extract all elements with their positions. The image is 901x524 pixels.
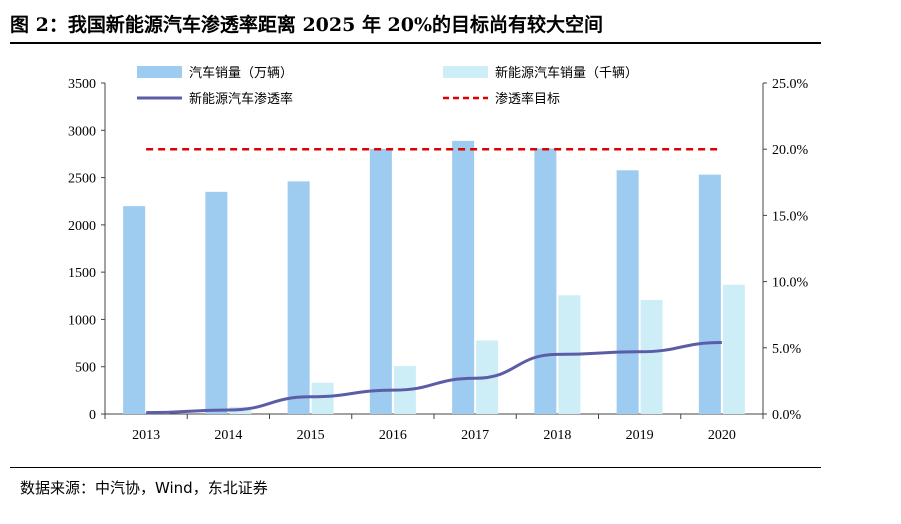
y-left-tick-label: 1000: [68, 313, 96, 328]
bar-vehicle-sales: [534, 148, 557, 415]
y-left-tick-label: 500: [75, 361, 96, 376]
y-right-tick-label: 25.0%: [772, 77, 809, 92]
bar-nev-sales: [311, 382, 334, 414]
y-left-tick-label: 0: [89, 408, 96, 423]
bar-vehicle-sales: [616, 170, 639, 414]
bar-vehicle-sales: [123, 206, 146, 414]
bar-vehicle-sales: [698, 174, 721, 414]
bar-vehicle-sales: [287, 181, 310, 414]
y-left-tick-label: 3500: [68, 77, 96, 92]
y-right-tick-label: 20.0%: [772, 143, 809, 158]
legend-label: 渗透率目标: [495, 91, 560, 107]
y-right-tick-label: 10.0%: [772, 276, 809, 291]
chart-axes: 0 500 1000 1500 2000 2500 3000 3500 0.0% 5.0% 10.0…: [68, 77, 809, 443]
bar-vehicle-sales: [369, 148, 392, 414]
y-right-tick-label: 0.0%: [772, 408, 802, 423]
legend-label: 新能源汽车渗透率: [189, 91, 293, 107]
legend-swatch: [137, 66, 182, 78]
chart-lines: [146, 147, 722, 415]
legend-label: 新能源汽车销量（千辆）: [495, 65, 638, 81]
legend-label: 汽车销量（万辆）: [189, 65, 293, 81]
y-left-tick-label: 2500: [68, 172, 96, 187]
source-rule: [10, 467, 821, 468]
x-tick-label: 2015: [297, 428, 325, 443]
series-line-penetration: [146, 341, 722, 415]
x-tick-label: 2018: [543, 428, 571, 443]
y-left-tick-label: 3000: [68, 124, 96, 139]
x-tick-label: 2014: [214, 428, 242, 443]
x-tick-label: 2017: [461, 428, 489, 443]
y-right-tick-label: 15.0%: [772, 209, 809, 224]
x-tick-label: 2019: [626, 428, 654, 443]
bar-vehicle-sales: [452, 140, 475, 414]
title-rule: [10, 42, 821, 44]
bar-nev-sales: [722, 284, 745, 414]
chart-bars: [123, 140, 745, 415]
legend-swatch: [443, 66, 488, 78]
figure-title: 图 2：我国新能源汽车渗透率距离 2025 年 20%的目标尚有较大空间: [10, 14, 604, 36]
y-left-tick-label: 1500: [68, 266, 96, 281]
x-tick-label: 2013: [132, 428, 160, 443]
y-right-tick-label: 5.0%: [772, 342, 802, 357]
y-left-tick-label: 2000: [68, 219, 96, 234]
bar-nev-sales: [640, 299, 663, 414]
x-tick-label: 2020: [708, 428, 736, 443]
source-note: 数据来源：中汽协，Wind，东北证券: [20, 479, 268, 497]
x-tick-label: 2016: [379, 428, 407, 443]
bar-vehicle-sales: [205, 191, 228, 414]
chart-legend: 汽车销量（万辆） 新能源汽车销量（千辆） 新能源汽车渗透率 渗透率目标: [137, 65, 638, 107]
